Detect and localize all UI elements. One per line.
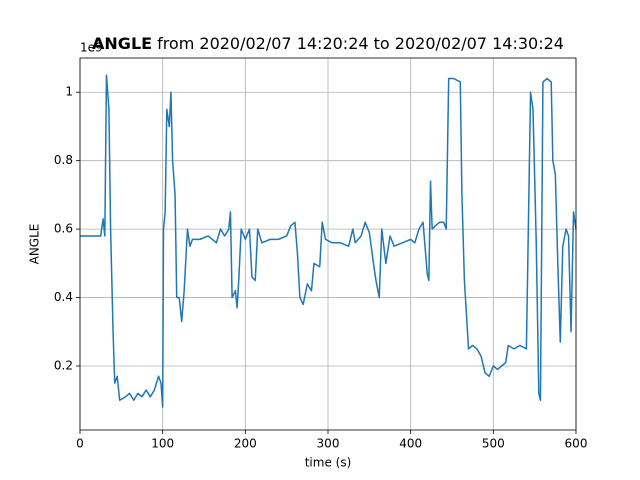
x-tick-label: 300	[317, 437, 340, 451]
data-line	[80, 74, 577, 408]
y-tick-label: 0.4	[54, 290, 73, 304]
x-tick-label: 400	[399, 437, 422, 451]
y-offset-label: 1e9	[80, 41, 103, 55]
y-tick-label: 1	[65, 85, 73, 99]
y-tick-label: 0.6	[54, 222, 73, 236]
x-tick-label: 200	[234, 437, 257, 451]
x-tick-label: 500	[482, 437, 505, 451]
x-axis-label: time (s)	[305, 456, 352, 470]
title-range: from 2020/02/07 14:20:24 to 2020/02/07 1…	[157, 34, 564, 53]
y-axis-label: ANGLE	[28, 224, 42, 265]
y-tick-label: 0.2	[54, 359, 73, 373]
x-tick-label: 600	[565, 437, 588, 451]
title-variable: ANGLE	[92, 34, 152, 53]
y-tick-label: 0.8	[54, 153, 73, 167]
x-tick-label: 0	[76, 437, 84, 451]
axes-frame	[79, 57, 577, 431]
x-tick-label: 100	[151, 437, 174, 451]
chart-title: ANGLE from 2020/02/07 14:20:24 to 2020/02…	[92, 34, 564, 53]
